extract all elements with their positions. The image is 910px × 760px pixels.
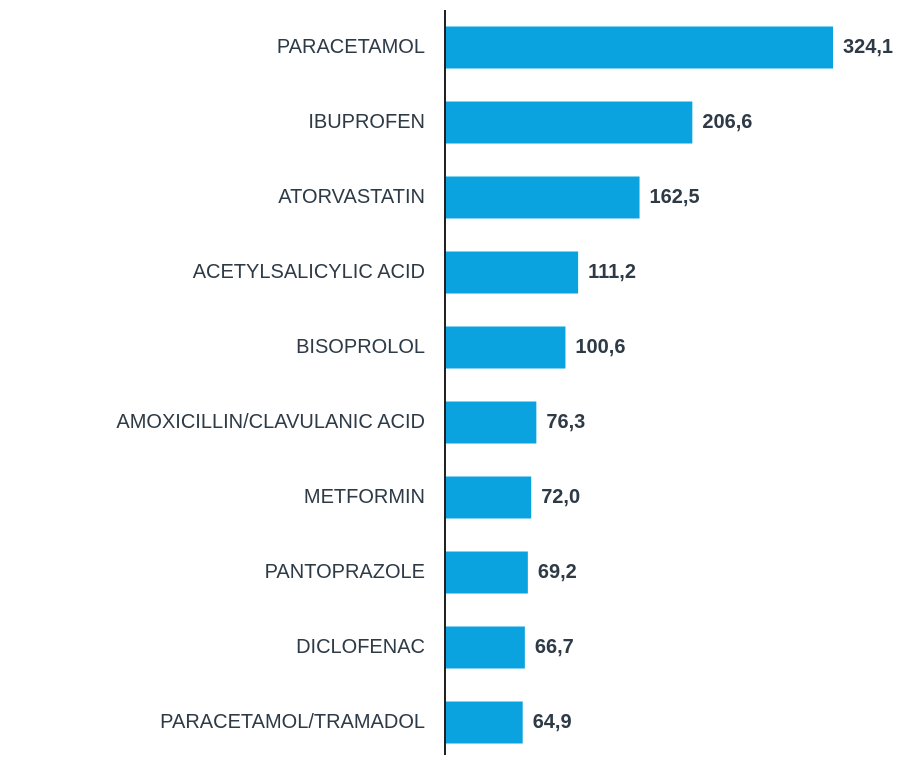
category-label: ACETYLSALICYLIC ACID [193, 261, 425, 283]
bar [446, 101, 693, 144]
value-label: 69,2 [538, 561, 577, 583]
bar [446, 326, 566, 369]
bar [446, 26, 833, 69]
category-label: PARACETAMOL/TRAMADOL [160, 711, 425, 733]
bar [446, 251, 579, 294]
category-label: BISOPROLOL [296, 336, 425, 358]
value-label: 64,9 [533, 711, 572, 733]
bar [446, 401, 537, 444]
value-label: 72,0 [541, 486, 580, 508]
category-label: DICLOFENAC [296, 636, 425, 658]
category-label: PANTOPRAZOLE [265, 561, 425, 583]
value-label: 206,6 [702, 111, 752, 133]
bar [446, 176, 640, 219]
category-label: IBUPROFEN [308, 111, 425, 133]
bar [446, 551, 528, 594]
category-label: ATORVASTATIN [278, 186, 425, 208]
bar [446, 701, 523, 744]
value-label: 162,5 [650, 186, 700, 208]
bar [446, 476, 532, 519]
category-label: METFORMIN [304, 486, 425, 508]
value-label: 111,2 [588, 261, 636, 283]
category-label: AMOXICILLIN/CLAVULANIC ACID [116, 411, 425, 433]
value-label: 66,7 [535, 636, 574, 658]
bar [446, 626, 525, 669]
value-label: 76,3 [546, 411, 585, 433]
value-label: 324,1 [843, 36, 893, 58]
value-label: 100,6 [575, 336, 625, 358]
category-label: PARACETAMOL [277, 36, 425, 58]
